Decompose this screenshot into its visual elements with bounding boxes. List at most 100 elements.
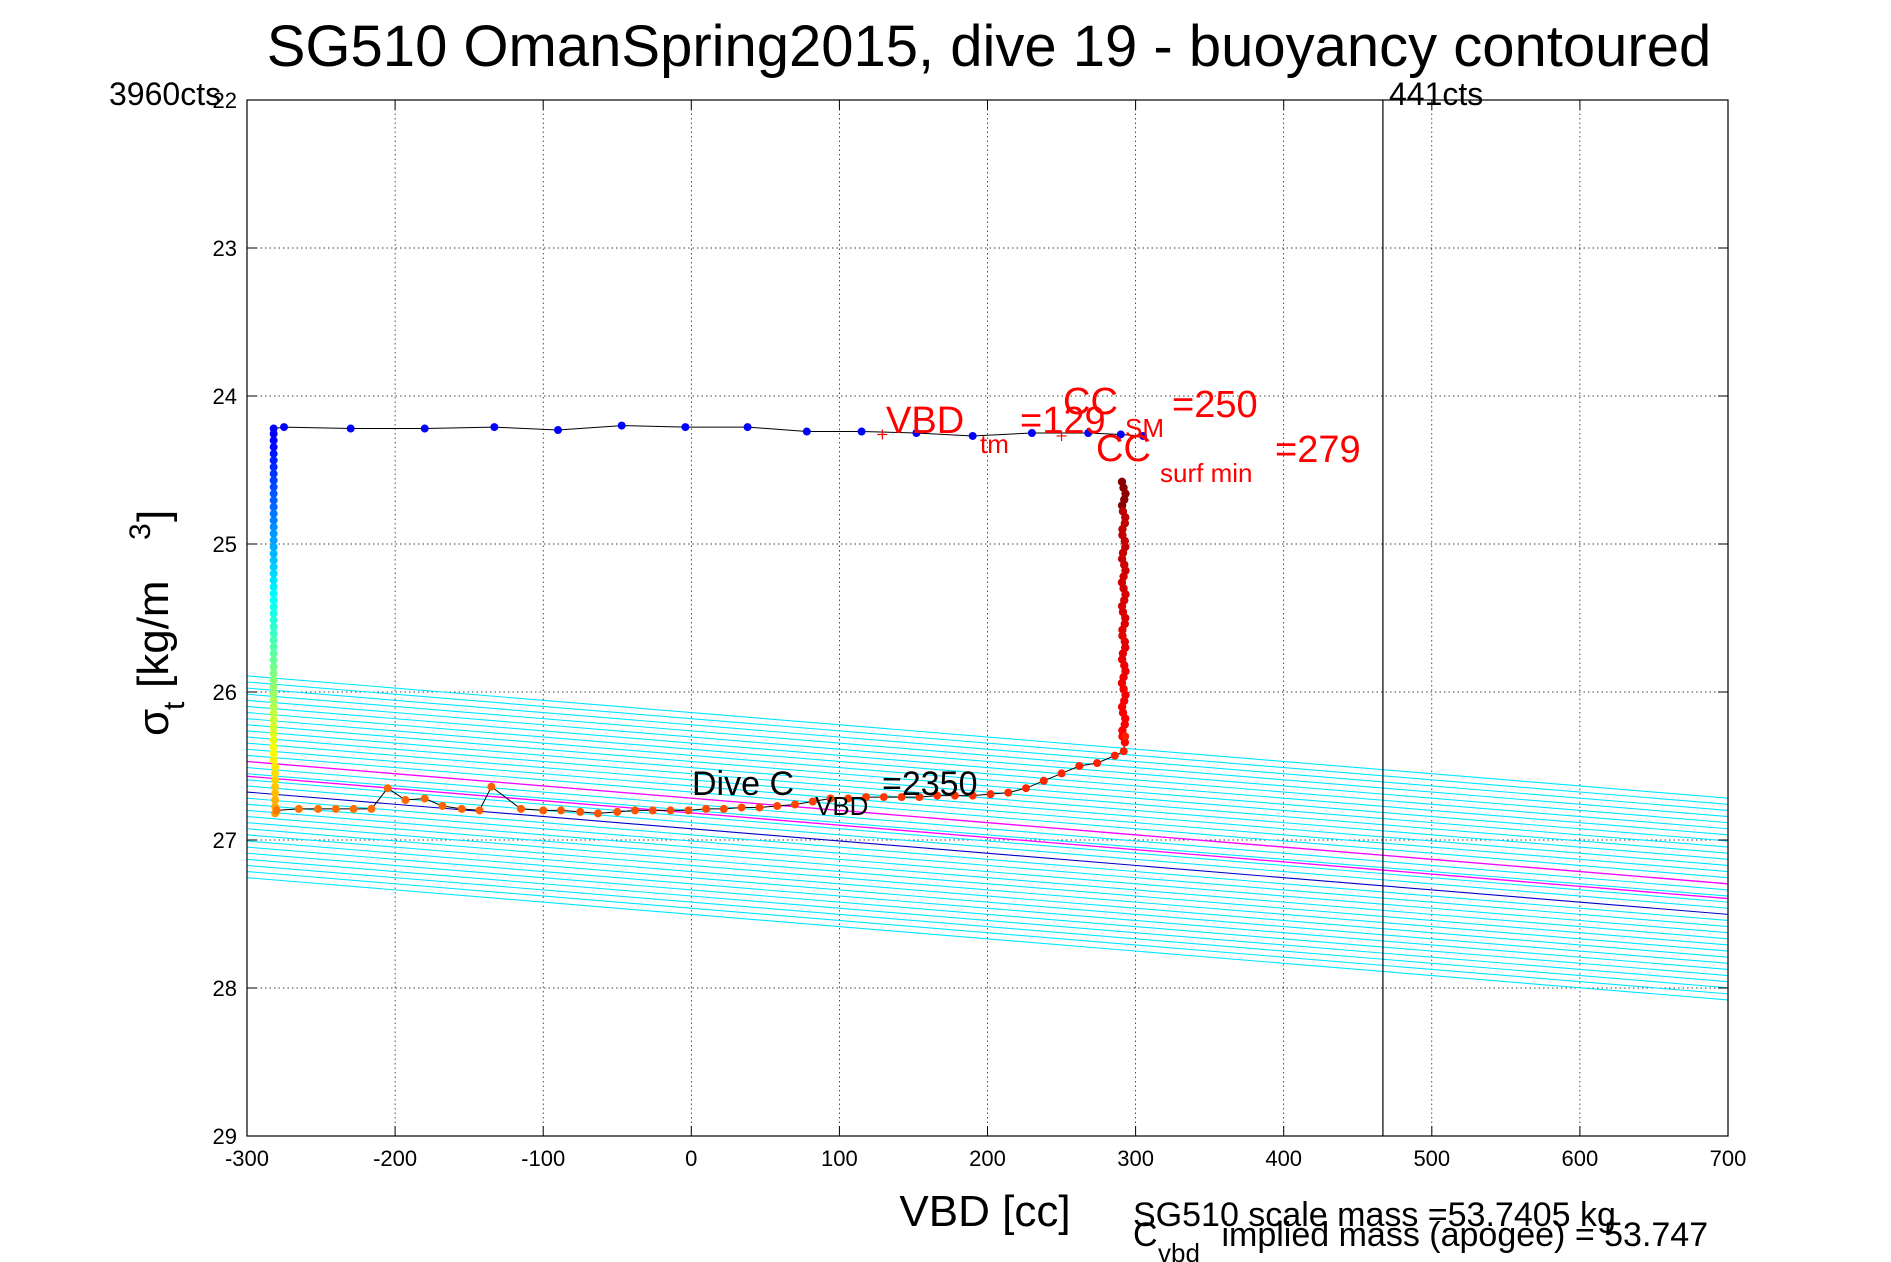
data-point: [269, 582, 278, 591]
data-point: [790, 800, 799, 809]
data-point: [1075, 762, 1084, 770]
data-point: [269, 424, 278, 433]
data-point: [269, 709, 278, 718]
data-point: [269, 622, 278, 631]
data-point: [490, 423, 499, 432]
contour-line: [247, 711, 1728, 836]
data-point: [915, 793, 924, 802]
dive-c-label: Dive C: [692, 765, 794, 803]
x-tick-label: 500: [1413, 1146, 1450, 1171]
contour-line: [247, 699, 1728, 824]
dive-c-value: =2350: [882, 765, 978, 803]
data-point: [933, 791, 942, 800]
cc-sm-value: =250: [1172, 384, 1258, 426]
data-point: [862, 793, 871, 802]
contour-line: [247, 852, 1728, 977]
data-point: [857, 427, 866, 436]
data-point: [968, 431, 977, 440]
contour-line: [247, 803, 1728, 928]
data-point: [1118, 525, 1127, 534]
data-point: [1121, 732, 1130, 741]
data-point: [808, 797, 817, 806]
data-point: [314, 804, 323, 813]
data-point: [269, 669, 278, 678]
x-tick-label: -100: [521, 1146, 565, 1171]
contour-line: [247, 724, 1728, 848]
contour-line: [247, 760, 1728, 885]
data-point: [1084, 429, 1093, 437]
y-tick-label: 24: [213, 384, 237, 409]
chart-title: SG510 OmanSpring2015, dive 19 - buoyancy…: [267, 14, 1711, 79]
x-tick-label: 300: [1117, 1146, 1154, 1171]
x-tick-label: 400: [1265, 1146, 1302, 1171]
data-point: [684, 806, 693, 815]
data-point: [271, 789, 280, 798]
data-point: [271, 782, 280, 791]
vbd-tm-value: =129: [1020, 400, 1106, 442]
data-point: [1116, 430, 1125, 439]
y-axis-label: σ t [kg/m 3 ]: [124, 510, 191, 736]
y-tick-label: 23: [213, 236, 237, 261]
data-point: [269, 516, 278, 525]
data-point: [269, 569, 278, 578]
data-point: [269, 489, 278, 498]
contour-line: [247, 736, 1728, 860]
marker-plus: [877, 429, 888, 440]
data-point: [269, 596, 278, 605]
implied-mass-text: implied mass (apogee) = 53.747: [1212, 1216, 1708, 1254]
data-point: [648, 806, 657, 815]
data-point: [269, 562, 278, 571]
data-point: [269, 702, 278, 711]
contour-line: [247, 858, 1728, 983]
data-point: [743, 423, 752, 432]
data-point: [269, 549, 278, 558]
cc-surf-value: =279: [1275, 429, 1361, 471]
data-point: [576, 807, 585, 816]
data-point: [1110, 751, 1119, 760]
contour-line: [247, 864, 1728, 989]
data-point: [912, 429, 921, 437]
scale-mass-text: SG510 scale mass =53.7405 kg: [1133, 1196, 1616, 1234]
data-point: [986, 790, 995, 799]
data-point: [269, 722, 278, 731]
data-point: [272, 806, 281, 815]
x-axis-label: VBD [cc]: [899, 1187, 1070, 1236]
x-tick-label: 700: [1710, 1146, 1747, 1171]
cc-sm-subscript: SM: [1125, 413, 1164, 443]
y-tick-label: 28: [213, 976, 237, 1001]
y-axis-close: ]: [129, 510, 178, 522]
data-point: [269, 682, 278, 691]
data-point: [269, 463, 278, 472]
data-point: [269, 716, 278, 725]
data-point: [294, 804, 303, 813]
y-axis-subscript: t: [158, 701, 191, 710]
axis-ticks: -300 -200 -100 0 100 200 300 400 500 600 700 22 23 24…: [213, 88, 1747, 1171]
cc-sm-label: CC: [1063, 381, 1118, 423]
data-point: [475, 806, 484, 815]
data-point: [516, 804, 525, 813]
data-point: [950, 791, 959, 800]
y-tick-label: 26: [213, 680, 237, 705]
contour-line: [247, 742, 1728, 866]
data-point: [269, 576, 278, 585]
data-point: [269, 589, 278, 598]
data-point: [269, 729, 278, 738]
contour-line: [247, 705, 1728, 830]
highlight-contour-line: [247, 760, 1728, 885]
data-point: [631, 806, 640, 815]
data-point: [269, 642, 278, 651]
y-tick-label: 27: [213, 828, 237, 853]
data-point: [593, 809, 602, 818]
data-point: [269, 656, 278, 665]
vbd-tm-subscript: tm: [980, 429, 1009, 459]
contour-line: [247, 675, 1728, 799]
data-point: [269, 629, 278, 638]
contour-line: [247, 815, 1728, 940]
data-point: [420, 794, 429, 803]
annotation-cc-sm: CC SM =250: [1063, 381, 1258, 443]
data-point: [269, 556, 278, 565]
contour-line: [247, 779, 1728, 903]
data-point: [269, 456, 278, 465]
corner-label-right: 441cts: [1389, 76, 1483, 112]
